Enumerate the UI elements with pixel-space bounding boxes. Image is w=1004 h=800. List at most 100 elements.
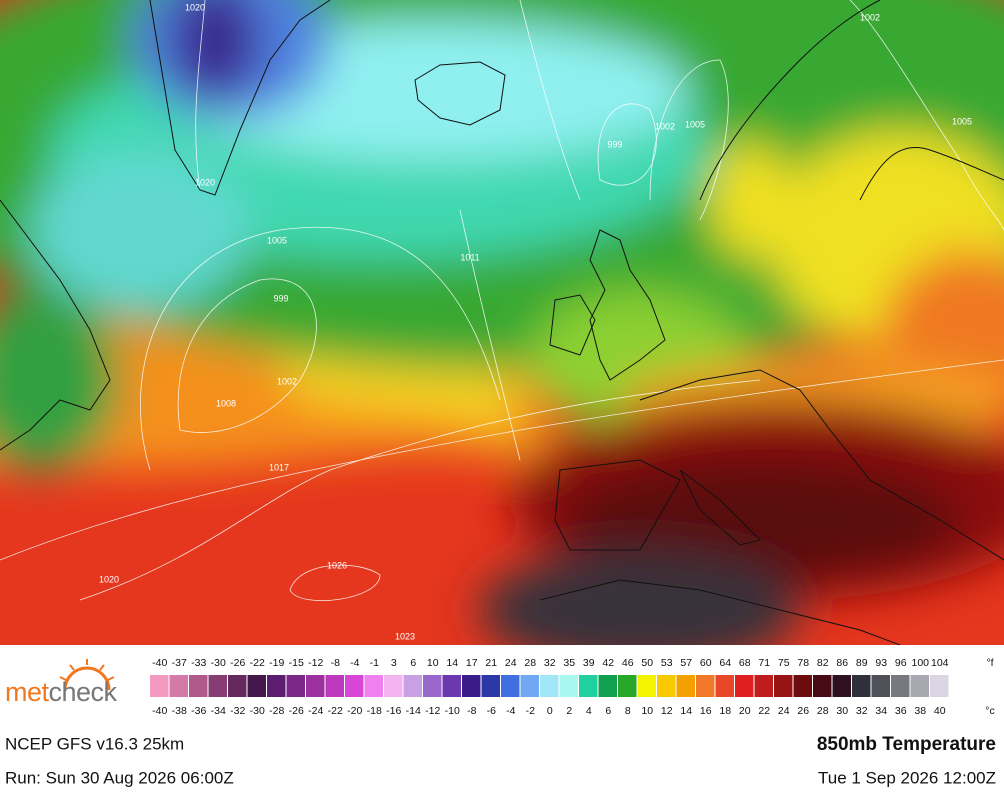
isobar-label: 1005: [952, 116, 972, 126]
fahrenheit-label: -19: [269, 657, 284, 669]
fahrenheit-label: 104: [931, 657, 949, 669]
celsius-label: 10: [641, 705, 653, 717]
color-swatch: [735, 675, 754, 697]
celsius-label: 36: [895, 705, 907, 717]
celsius-label: -28: [269, 705, 284, 717]
fahrenheit-label: 6: [410, 657, 416, 669]
color-swatch: [793, 675, 812, 697]
isobar-label: 1026: [327, 560, 347, 570]
fahrenheit-label: -26: [230, 657, 245, 669]
model-label: NCEP GFS v16.3 25km: [5, 734, 184, 753]
fahrenheit-label: 57: [680, 657, 692, 669]
celsius-label: -2: [526, 705, 535, 717]
celsius-unit: °c: [985, 705, 994, 717]
color-swatch: [813, 675, 832, 697]
fahrenheit-label: 89: [856, 657, 868, 669]
celsius-label: -16: [386, 705, 401, 717]
celsius-label: 34: [875, 705, 887, 717]
isobar-label: 1011: [460, 252, 479, 262]
logo-text: metcheck: [5, 677, 118, 707]
fahrenheit-label: -15: [289, 657, 304, 669]
celsius-label: 22: [758, 705, 770, 717]
color-swatch: [189, 675, 208, 697]
fahrenheit-label: 64: [719, 657, 731, 669]
celsius-label: -26: [289, 705, 304, 717]
fahrenheit-label: 28: [524, 657, 536, 669]
celsius-label: 32: [856, 705, 868, 717]
celsius-label: -8: [467, 705, 476, 717]
celsius-label: 30: [836, 705, 848, 717]
fahrenheit-label: 46: [622, 657, 634, 669]
celsius-label: 38: [914, 705, 926, 717]
fahrenheit-label: 21: [485, 657, 497, 669]
isobar-label: 1020: [99, 574, 119, 584]
isobars: [0, 0, 1004, 601]
color-swatch: [559, 675, 578, 697]
celsius-label: 18: [719, 705, 731, 717]
logo-met: met: [5, 677, 50, 707]
fahrenheit-label: -12: [308, 657, 323, 669]
logo-check: check: [49, 677, 118, 707]
isobar-label: 1002: [277, 376, 297, 386]
color-swatch: [501, 675, 520, 697]
fahrenheit-label: 78: [797, 657, 809, 669]
color-swatch: [267, 675, 286, 697]
color-swatch: [696, 675, 715, 697]
coastlines: [0, 0, 1004, 645]
fahrenheit-label: 93: [875, 657, 887, 669]
celsius-label: -4: [506, 705, 515, 717]
color-swatch: [754, 675, 773, 697]
celsius-label: 8: [625, 705, 631, 717]
isobar-label: 1002: [860, 12, 880, 22]
celsius-label: -34: [211, 705, 226, 717]
fahrenheit-label: -1: [370, 657, 379, 669]
metcheck-logo: metcheck: [5, 659, 118, 707]
isobar-label: 999: [607, 139, 622, 149]
color-swatch: [169, 675, 188, 697]
celsius-label: -14: [406, 705, 421, 717]
fahrenheit-label: 14: [446, 657, 458, 669]
color-swatch: [891, 675, 910, 697]
color-swatch: [247, 675, 266, 697]
celsius-label: 40: [934, 705, 946, 717]
color-swatch: [618, 675, 637, 697]
isobar-label: 1008: [216, 398, 236, 408]
color-swatch: [384, 675, 403, 697]
fahrenheit-label: -37: [172, 657, 187, 669]
color-swatch: [364, 675, 383, 697]
celsius-label: -12: [425, 705, 440, 717]
celsius-label: -22: [328, 705, 343, 717]
fahrenheit-label: 53: [661, 657, 673, 669]
color-swatch: [774, 675, 793, 697]
fahrenheit-label: 100: [911, 657, 929, 669]
fahrenheit-label: 24: [505, 657, 517, 669]
valid-label: Tue 1 Sep 2026 12:00Z: [818, 768, 996, 787]
color-swatch: [540, 675, 559, 697]
celsius-label: 16: [700, 705, 712, 717]
fahrenheit-label: -8: [331, 657, 340, 669]
color-swatch: [228, 675, 247, 697]
color-swatch: [676, 675, 695, 697]
color-swatch: [306, 675, 325, 697]
color-swatch: [930, 675, 949, 697]
color-swatch: [520, 675, 539, 697]
celsius-label: 2: [566, 705, 572, 717]
color-swatch: [598, 675, 617, 697]
temperature-field: [0, 0, 1004, 645]
fahrenheit-label: 17: [466, 657, 478, 669]
fahrenheit-label: 42: [602, 657, 614, 669]
color-swatch: [657, 675, 676, 697]
isobar-label: 1005: [267, 235, 287, 245]
color-swatch: [150, 675, 169, 697]
fahrenheit-label: 71: [758, 657, 770, 669]
celsius-label: 0: [547, 705, 553, 717]
color-swatch: [481, 675, 500, 697]
celsius-label: 26: [797, 705, 809, 717]
isobar-label: 1023: [395, 631, 415, 641]
fahrenheit-label: -4: [350, 657, 359, 669]
color-swatch: [325, 675, 344, 697]
run-label: Run: Sun 30 Aug 2026 06:00Z: [5, 768, 234, 787]
fahrenheit-label: -40: [152, 657, 167, 669]
celsius-label: -38: [172, 705, 187, 717]
